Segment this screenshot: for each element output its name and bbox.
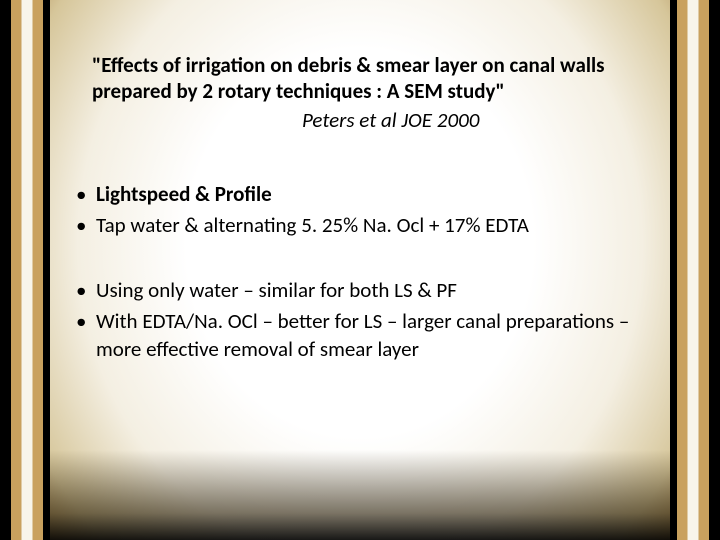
list-item: Lightspeed & Profile [70,181,650,208]
title-block: "Effects of irrigation on debris & smear… [92,52,640,133]
slide-content: "Effects of irrigation on debris & smear… [70,52,650,367]
bullet-group-1: Lightspeed & Profile Tap water & alterna… [70,181,650,240]
slide-citation: Peters et al JOE 2000 [92,107,640,133]
list-item-text: Using only water – similar for both LS &… [96,277,457,303]
list-item-text: Lightspeed & Profile [96,181,272,207]
list-item-text: Tap water & alternating 5. 25% Na. Ocl +… [96,212,529,238]
list-item: Tap water & alternating 5. 25% Na. Ocl +… [70,212,650,239]
bottom-shadow [50,450,670,540]
slide-title: "Effects of irrigation on debris & smear… [92,52,640,105]
list-item: Using only water – similar for both LS &… [70,277,650,304]
slide-frame: "Effects of irrigation on debris & smear… [0,0,720,540]
list-item-text: With EDTA/Na. OCl – better for LS – larg… [96,308,629,361]
list-item: With EDTA/Na. OCl – better for LS – larg… [70,308,650,363]
bullet-group-2: Using only water – similar for both LS &… [70,277,650,363]
